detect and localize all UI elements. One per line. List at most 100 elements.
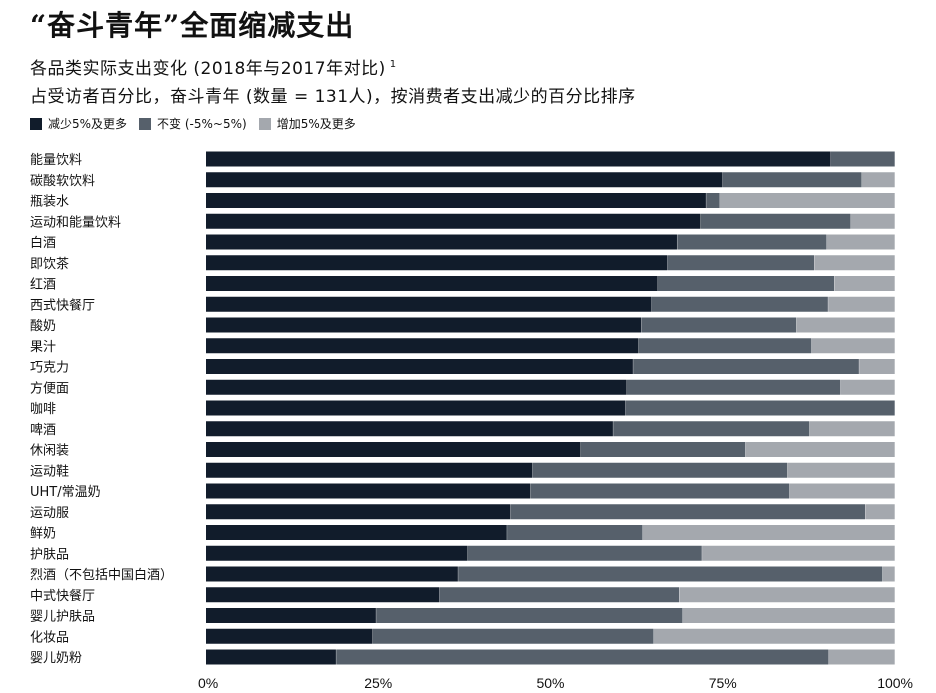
category-label: 中式快餐厅 <box>30 588 95 604</box>
bar-segment-decrease <box>206 151 831 167</box>
chart-title: “奋斗青年”全面缩减支出 <box>30 9 355 42</box>
bar-segment-decrease <box>206 545 468 561</box>
legend-label-same: 不变 (-5%~5%) <box>157 117 247 131</box>
bar-segment-increase <box>702 545 895 561</box>
bar-segment-decrease <box>206 566 458 582</box>
chart-subtitle-2: 占受访者百分比，奋斗青年 (数量 = 131人)，按消费者支出减少的百分比排序 <box>30 87 636 107</box>
bar-segment-decrease <box>206 462 533 478</box>
bar-segment-same <box>532 462 788 478</box>
bar-segment-increase <box>809 421 895 437</box>
bar-segment-increase <box>834 276 895 291</box>
bar-segment-increase <box>653 628 895 644</box>
bar-segment-same <box>657 276 835 291</box>
bar-segment-decrease <box>206 421 613 437</box>
bar-segment-increase <box>682 608 895 623</box>
x-tick-label: 50% <box>536 675 564 691</box>
bar-segment-decrease <box>206 525 507 540</box>
bar-segment-decrease <box>206 213 701 229</box>
legend-item-same: 不变 (-5%~5%) <box>139 115 247 132</box>
bar-segment-decrease <box>206 172 723 188</box>
category-label: 即饮茶 <box>30 256 69 272</box>
bar-segment-same <box>830 151 895 167</box>
x-tick-label: 75% <box>709 675 737 691</box>
bar-segment-increase <box>719 193 895 208</box>
bar-segment-increase <box>787 462 895 478</box>
bar-segment-same <box>530 483 790 499</box>
bar-segment-same <box>336 649 829 665</box>
bar-segment-decrease <box>206 296 652 312</box>
bar-segment-same <box>700 213 851 229</box>
bar-segment-increase <box>859 359 895 374</box>
bar-segment-increase <box>828 649 895 665</box>
category-label: 婴儿奶粉 <box>30 651 82 666</box>
legend-swatch-same <box>139 117 152 130</box>
bar-segment-increase <box>796 317 895 333</box>
bar-segment-increase <box>814 255 895 271</box>
bar-segment-same <box>507 525 643 540</box>
category-label: 护肤品 <box>30 547 69 562</box>
bar-segment-increase <box>840 379 895 395</box>
category-label: 婴儿护肤品 <box>30 610 95 625</box>
bar-segment-increase <box>861 172 895 188</box>
bar-segment-same <box>510 504 866 520</box>
bar-segment-increase <box>811 338 895 354</box>
bar-segment-decrease <box>206 338 639 354</box>
chart-subtitle-1: 各品类实际支出变化 (2018年与2017年对比) 1 <box>30 54 397 79</box>
category-label: 化妆品 <box>30 630 69 645</box>
bar-segment-same <box>376 608 683 623</box>
bar-segment-decrease <box>206 504 511 520</box>
bar-segment-same <box>458 566 883 582</box>
bar-segment-same <box>641 317 797 333</box>
bar-segment-same <box>667 255 815 271</box>
bar-segment-decrease <box>206 379 627 395</box>
bar-segment-decrease <box>206 483 531 499</box>
category-label: 西式快餐厅 <box>30 297 95 313</box>
bar-segment-decrease <box>206 400 626 416</box>
bar-segment-increase <box>679 587 895 603</box>
legend-item-increase: 增加5%及更多 <box>258 115 356 132</box>
bar-segment-decrease <box>206 193 706 208</box>
category-label: 烈酒（不包括中国白酒） <box>30 567 173 583</box>
bar-segment-same <box>651 296 828 312</box>
legend-label-decrease: 减少5%及更多 <box>48 117 128 131</box>
bar-segment-increase <box>826 234 895 250</box>
bar-segment-decrease <box>206 628 373 644</box>
bar-segment-same <box>706 193 720 208</box>
legend: 减少5%及更多 不变 (-5%~5%) 增加5%及更多 <box>30 115 356 132</box>
bar-segment-same <box>439 587 680 603</box>
category-label: 果汁 <box>30 340 56 355</box>
bar-segment-increase <box>850 213 895 229</box>
bar-segment-decrease <box>206 276 658 291</box>
legend-swatch-increase <box>258 117 271 130</box>
bar-segment-decrease <box>206 255 668 271</box>
category-label: 方便面 <box>30 380 69 396</box>
x-tick-label: 25% <box>364 675 392 691</box>
category-label: 运动服 <box>30 506 69 521</box>
bar-segment-same <box>580 442 746 457</box>
bar-segment-same <box>372 628 654 644</box>
category-label: UHT/常温奶 <box>30 485 101 500</box>
category-label: 红酒 <box>30 277 56 293</box>
footnote-marker: 1 <box>389 59 397 71</box>
bar-segment-same <box>613 421 810 437</box>
subtitle-text: 各品类实际支出变化 (2018年与2017年对比) <box>30 59 386 79</box>
category-label: 啤酒 <box>30 423 56 438</box>
category-label: 运动鞋 <box>30 463 69 479</box>
category-label: 碳酸软饮料 <box>30 174 95 189</box>
x-tick-label: 100% <box>877 675 913 691</box>
legend-item-decrease: 减少5%及更多 <box>30 115 127 132</box>
bar-segment-decrease <box>206 587 440 603</box>
bar-segment-same <box>722 172 862 188</box>
bar-segment-increase <box>789 483 895 499</box>
bar-segment-decrease <box>206 317 642 333</box>
category-label: 能量饮料 <box>30 153 82 168</box>
legend-label-increase: 增加5%及更多 <box>276 117 356 131</box>
bar-segment-increase <box>745 442 895 457</box>
bar-segment-same <box>467 545 702 561</box>
bar-segment-increase <box>882 566 895 582</box>
x-tick-label: 0% <box>198 675 218 691</box>
bar-segment-same <box>625 400 895 416</box>
bar-segment-decrease <box>206 649 336 665</box>
bar-segment-same <box>626 379 841 395</box>
